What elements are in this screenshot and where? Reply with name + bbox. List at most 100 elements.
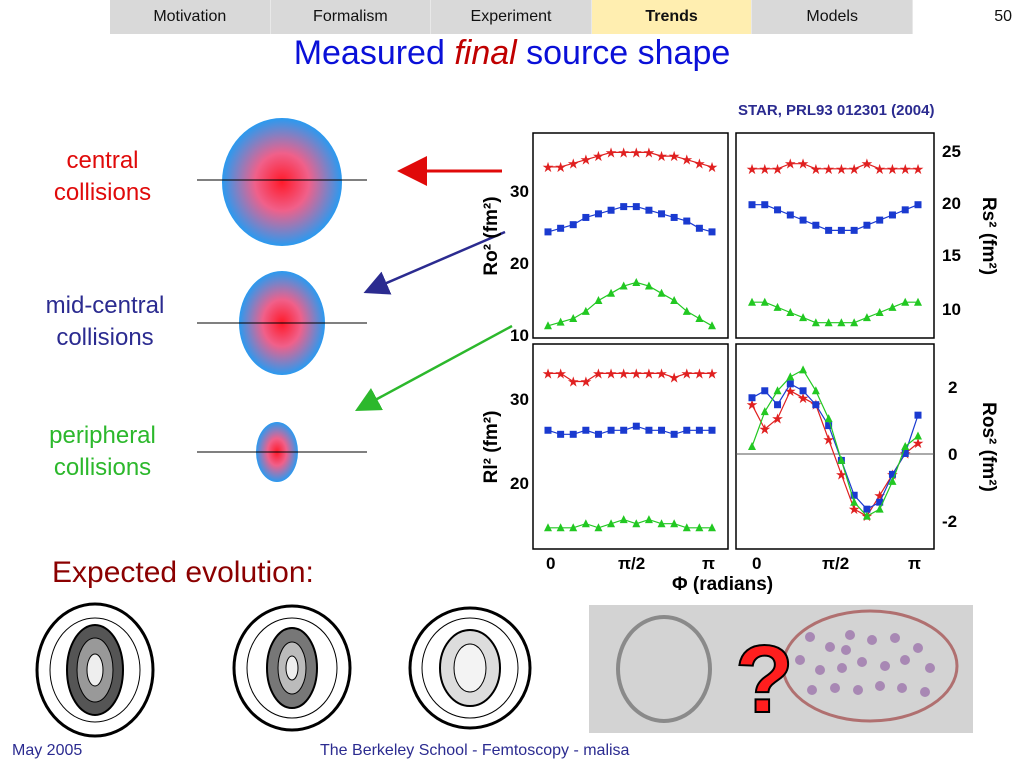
point-rs-central: ★ [810,161,823,177]
point-rl-mid [695,426,703,434]
point-rs-peripheral [748,297,756,306]
point-ros-mid [786,380,794,388]
xtick-pi2-right: π/2 [822,554,849,573]
particle-dot [845,630,855,640]
point-ro-central: ★ [567,155,580,171]
point-ros-peripheral [773,386,782,395]
point-ro-peripheral [581,306,590,315]
chart-marks: ★ ★ ★ ★ ★ ★ ★ ★ ★ ★ ★ ★ ★ ★ ★ ★ ★ ★ ★ ★ ★ ★ ★ ★ ★ ★ ★ ★★ ★★ ★★ ★ ★ ★ ★ ★ ★ ★… [542,144,925,532]
point-rs-peripheral [862,313,871,322]
point-rl-mid [607,426,615,434]
point-ros-mid [774,401,782,409]
tick-rs-20: 20 [942,194,961,213]
point-ro-central: ★ [554,159,567,175]
tab-motivation[interactable]: Motivation [110,0,271,34]
particle-dot [841,645,851,655]
arrow-blue [363,230,506,295]
tick-ros-0: 0 [948,445,957,464]
point-ros-peripheral [811,386,820,395]
point-rl-central: ★ [554,365,567,381]
label-central: central collisions [40,145,165,209]
particle-dots [795,630,935,697]
particle-dot [925,663,935,673]
point-rs-peripheral [760,297,769,306]
point-rs-mid [863,221,871,229]
question-panel [589,605,973,733]
point-rs-central: ★ [899,161,912,177]
point-rl-mid [658,426,666,434]
point-rl-central: ★ [680,365,693,381]
label-mid-line2: collisions [56,324,154,351]
point-rl-peripheral [695,523,704,532]
point-rs-central: ★ [822,161,835,177]
tab-formalism[interactable]: Formalism [271,0,432,34]
point-ros-mid [825,422,833,430]
footer-title: The Berkeley School - Femtoscopy - malis… [320,742,630,759]
xlabel-phi: Φ (radians) [672,574,773,595]
particle-dot [795,655,805,665]
series-line-ro-peripheral [547,281,713,327]
point-rl-central: ★ [605,365,618,381]
ylabel-ros: Ros² (fm²) [978,402,999,492]
point-rs-central: ★ [861,156,874,172]
point-ro-peripheral [556,317,565,326]
point-rs-central: ★ [912,161,925,177]
label-mid-line1: mid-central [45,292,165,319]
title-emphasis: final [454,34,517,72]
title-part-2: source shape [516,34,731,72]
particle-dot [920,687,930,697]
point-ro-central: ★ [630,144,643,160]
point-ros-central: ★ [758,421,771,437]
panel-rs-frame [735,132,935,339]
point-rl-peripheral [619,515,628,524]
point-ro-peripheral [632,277,641,286]
series-line-ro-central [548,151,713,168]
tab-trends[interactable]: Trends [591,0,753,34]
particle-dot [830,683,840,693]
point-rl-central: ★ [643,365,656,381]
point-rs-mid [799,216,807,224]
point-rs-mid [812,221,820,229]
point-ros-mid [761,387,769,395]
tick-rs-10: 10 [942,300,961,319]
evolution-sketch-3 [408,606,532,730]
tab-models[interactable]: Models [752,0,913,34]
point-ro-mid [683,217,691,225]
point-rl-central: ★ [542,365,555,381]
particle-dot [867,635,877,645]
point-rs-mid [901,206,909,214]
point-ros-peripheral [799,365,808,374]
point-ro-central: ★ [693,155,706,171]
tab-experiment[interactable]: Experiment [431,0,592,34]
point-rl-mid [582,426,590,434]
point-rs-peripheral [850,318,859,327]
point-rl-peripheral [607,519,616,528]
label-mid-central: mid-central collisions [25,290,185,354]
label-periph-line2: collisions [53,454,152,481]
point-rs-mid [748,201,756,209]
point-ro-peripheral [569,314,578,323]
series-line-rs-central [752,163,918,170]
point-rs-mid [837,226,845,234]
point-rs-peripheral [773,302,782,311]
point-rl-peripheral [594,523,603,532]
point-rs-mid [850,226,858,234]
point-rl-mid [620,426,628,434]
tick-rl-20: 20 [510,474,529,493]
title-part-1: Measured [293,34,455,72]
point-rs-mid [888,211,896,219]
point-ros-peripheral [824,414,833,423]
point-rs-peripheral [875,307,884,316]
point-rl-mid [632,422,640,430]
point-ros-mid [914,411,922,419]
label-periph-line1: peripheral [49,422,156,449]
point-rs-central: ★ [746,161,759,177]
ylabel-rl: Rl² (fm²) [481,411,502,484]
point-rl-central: ★ [580,374,593,390]
point-ros-peripheral [786,372,795,381]
point-rs-peripheral [888,302,897,311]
point-ros-peripheral [862,511,871,520]
point-rl-peripheral [569,523,578,532]
point-rl-peripheral [682,523,691,532]
